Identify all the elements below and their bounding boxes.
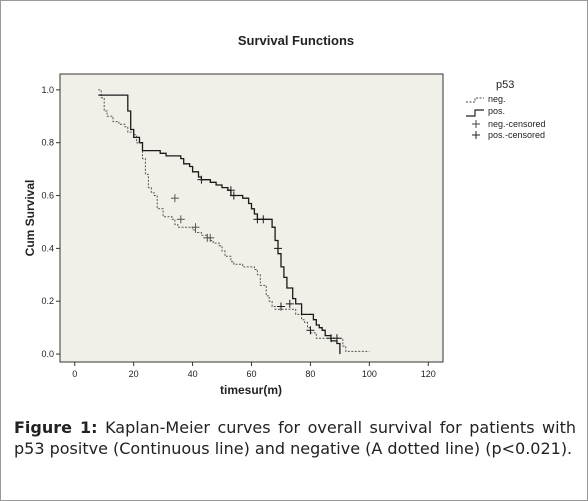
censored-mark-pos: [226, 186, 235, 195]
legend-pos-line-icon: [466, 109, 484, 117]
censored-mark-neg: [191, 223, 200, 232]
y-tick-label: 0.0: [41, 349, 54, 359]
censored-mark-pos: [332, 334, 341, 343]
x-axis: 0 20 40 60 80 100 120: [72, 362, 436, 379]
legend-pos-censored-icon: [472, 131, 480, 139]
legend-neg-censored-icon: [472, 120, 480, 128]
series-layer: [98, 89, 370, 355]
legend-entry-pos: pos.: [488, 106, 505, 116]
censored-mark-neg: [206, 233, 215, 242]
x-tick-label: 40: [188, 369, 198, 379]
survival-line-pos: [98, 94, 341, 355]
censored-mark-pos: [274, 244, 283, 253]
censored-mark-pos: [285, 299, 294, 308]
chart-title: Survival Functions: [238, 33, 354, 48]
censored-mark-neg: [170, 194, 179, 203]
legend-entry-neg: neg.: [488, 94, 506, 104]
figure-caption: Figure 1: Kaplan-Meier curves for overal…: [14, 417, 576, 459]
y-tick-label: 0.8: [41, 138, 54, 148]
censored-mark-neg: [176, 215, 185, 224]
legend-title: p53: [496, 79, 514, 91]
caption-label: Figure 1:: [14, 418, 98, 437]
legend-neg-line-icon: [466, 97, 484, 103]
legend-entry-neg-censored: neg.-censored: [488, 119, 546, 129]
legend-entry-pos-censored: pos.-censored: [488, 130, 545, 140]
censored-mark-pos: [229, 191, 238, 200]
legend: p53 neg. pos. neg.-censored pos.-censore…: [466, 79, 546, 140]
y-tick-label: 0.6: [41, 191, 54, 201]
x-tick-label: 100: [362, 369, 377, 379]
censored-mark-pos: [276, 302, 285, 311]
x-tick-label: 60: [246, 369, 256, 379]
censored-mark-pos: [259, 215, 268, 224]
plot-area: [59, 73, 444, 363]
x-tick-label: 20: [129, 369, 139, 379]
caption-text: Kaplan-Meier curves for overall survival…: [14, 418, 577, 458]
censored-mark-pos: [306, 326, 315, 335]
x-tick-label: 120: [421, 369, 436, 379]
y-axis-label: Cum Survival: [23, 180, 37, 257]
y-tick-label: 1.0: [41, 85, 54, 95]
y-tick-label: 0.2: [41, 296, 54, 306]
survival-line-neg: [98, 89, 370, 352]
x-tick-label: 80: [305, 369, 315, 379]
y-axis: 0.0 0.2 0.4 0.6 0.8 1.0: [41, 85, 60, 359]
x-tick-label: 0: [72, 369, 77, 379]
y-tick-label: 0.4: [41, 243, 54, 253]
x-axis-label: timesur(m): [220, 383, 282, 397]
survival-chart: Survival Functions 0.0 0.2 0.4 0.6 0.8 1.0 0 2…: [23, 33, 546, 397]
censored-mark-pos: [197, 175, 206, 184]
